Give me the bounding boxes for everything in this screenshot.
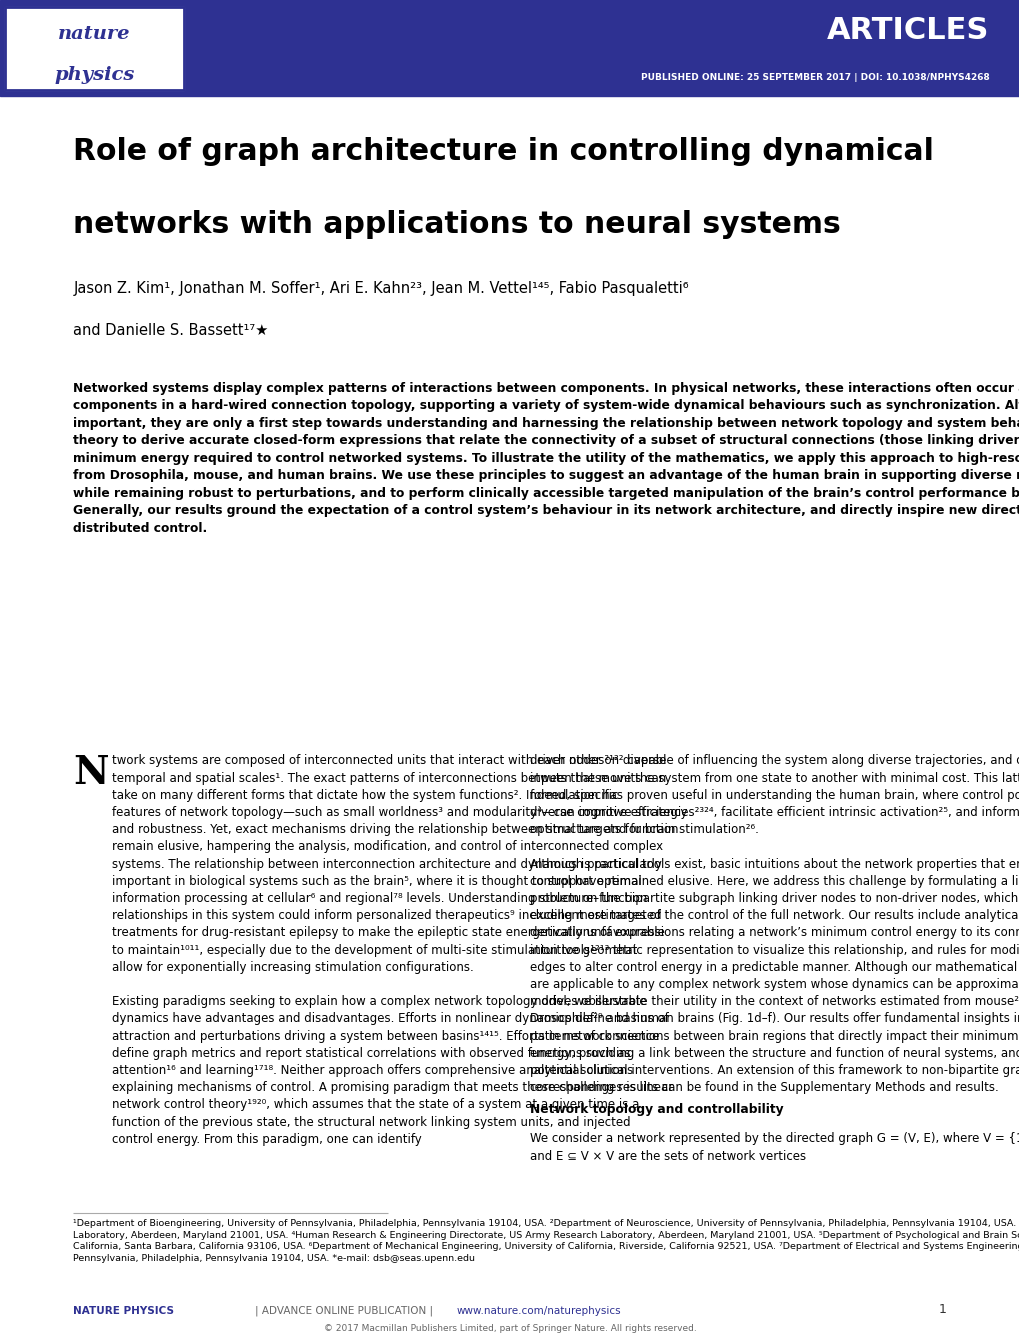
Text: physics: physics <box>54 66 135 84</box>
Text: nature: nature <box>58 24 130 43</box>
Text: Networked systems display complex patterns of interactions between components. I: Networked systems display complex patter… <box>73 382 1019 535</box>
Text: We consider a network represented by the directed graph G = (V, E), where V = {1: We consider a network represented by the… <box>530 1132 1019 1163</box>
Bar <box>5 7 183 90</box>
Text: | ADVANCE ONLINE PUBLICATION |: | ADVANCE ONLINE PUBLICATION | <box>255 1305 433 1316</box>
Text: N: N <box>73 754 109 792</box>
Text: © 2017 Macmillan Publishers Limited, part of Springer Nature. All rights reserve: © 2017 Macmillan Publishers Limited, par… <box>323 1324 696 1333</box>
Text: Network topology and controllability: Network topology and controllability <box>530 1103 784 1116</box>
Text: networks with applications to neural systems: networks with applications to neural sys… <box>73 210 841 240</box>
Text: twork systems are composed of interconnected units that interact with each other: twork systems are composed of interconne… <box>112 754 687 1146</box>
Text: Role of graph architecture in controlling dynamical: Role of graph architecture in controllin… <box>73 137 933 166</box>
Text: and Danielle S. Bassett¹⁷★: and Danielle S. Bassett¹⁷★ <box>73 323 269 338</box>
Text: driver nodes²¹²² capable of influencing the system along diverse trajectories, a: driver nodes²¹²² capable of influencing … <box>530 754 1019 1095</box>
Text: www.nature.com/naturephysics: www.nature.com/naturephysics <box>457 1306 621 1316</box>
Text: 1: 1 <box>937 1302 946 1316</box>
Text: ¹Department of Bioengineering, University of Pennsylvania, Philadelphia, Pennsyl: ¹Department of Bioengineering, Universit… <box>73 1219 1019 1262</box>
Bar <box>5 7 183 90</box>
Text: Jason Z. Kim¹, Jonathan M. Soffer¹, Ari E. Kahn²³, Jean M. Vettel¹⁴⁵, Fabio Pasq: Jason Z. Kim¹, Jonathan M. Soffer¹, Ari … <box>73 281 689 296</box>
Text: NATURE PHYSICS: NATURE PHYSICS <box>73 1306 174 1316</box>
Bar <box>0 0 1019 96</box>
Text: ARTICLES: ARTICLES <box>826 16 988 46</box>
Text: PUBLISHED ONLINE: 25 SEPTEMBER 2017 | DOI: 10.1038/NPHYS4268: PUBLISHED ONLINE: 25 SEPTEMBER 2017 | DO… <box>640 72 988 82</box>
